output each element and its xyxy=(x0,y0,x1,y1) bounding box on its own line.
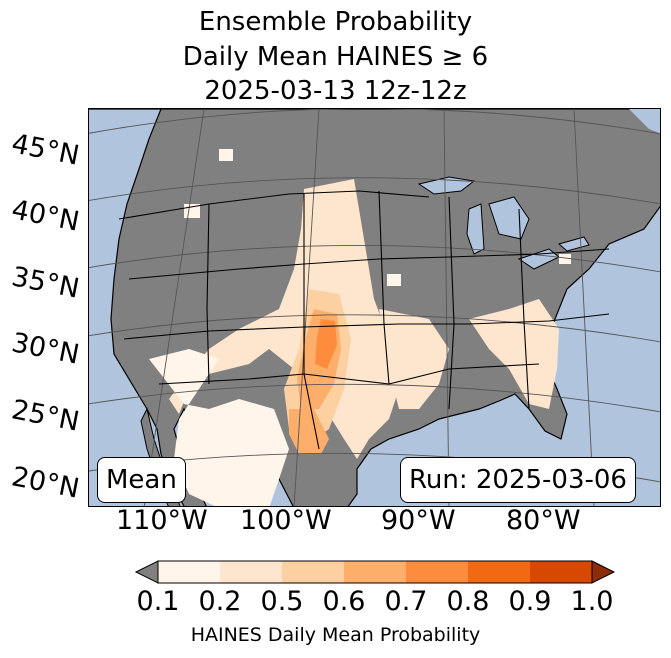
colorbar-over-arrow xyxy=(591,560,616,584)
lon-label-80: 80°W xyxy=(506,505,581,536)
stat-label-box: Mean xyxy=(97,457,186,503)
lon-label-90: 90°W xyxy=(381,505,456,536)
map-canvas xyxy=(89,109,660,506)
map-panel xyxy=(88,108,661,507)
state-borders xyxy=(118,190,610,450)
colorbar-bin xyxy=(344,561,407,583)
colorbar-bin xyxy=(220,561,283,583)
great-lakes xyxy=(417,176,590,270)
lat-label-45: 45°N xyxy=(9,128,82,172)
colorbar-tick-label: 0.9 xyxy=(508,586,552,617)
lat-label-35: 35°N xyxy=(9,261,82,305)
colorbar-tick-label: 0.2 xyxy=(198,586,242,617)
colorbar xyxy=(134,560,616,584)
colorbar-tick-label: 0.1 xyxy=(136,586,180,617)
lon-label-110: 110°W xyxy=(116,505,208,536)
colorbar-bins xyxy=(158,561,593,583)
colorbar-bin xyxy=(158,561,221,583)
lat-label-25: 25°N xyxy=(9,394,82,438)
graticule-lines xyxy=(89,109,660,506)
colorbar-outline xyxy=(157,560,593,584)
colorbar-tick-label: 0.8 xyxy=(446,586,490,617)
colorbar-bin xyxy=(406,561,469,583)
run-label-box: Run: 2025-03-06 xyxy=(400,457,636,503)
title-line-2: Daily Mean HAINES ≥ 6 xyxy=(182,42,489,72)
lat-label-40: 40°N xyxy=(9,194,82,238)
lat-label-30: 30°N xyxy=(9,327,82,371)
colorbar-tick-label: 1.0 xyxy=(570,586,614,617)
colorbar-tick-label: 0.6 xyxy=(322,586,366,617)
hudson-bay-edge xyxy=(629,109,660,134)
title-line-3: 2025-03-13 12z-12z xyxy=(204,76,467,106)
colorbar-under-arrow xyxy=(134,560,159,584)
lat-label-20: 20°N xyxy=(9,461,82,505)
colorbar-bin xyxy=(530,561,593,583)
colorbar-bin xyxy=(468,561,531,583)
colorbar-bin xyxy=(282,561,345,583)
title-line-1: Ensemble Probability xyxy=(198,7,473,37)
colorbar-tick-label: 0.7 xyxy=(384,586,428,617)
colorbar-tick-label: 0.5 xyxy=(260,586,304,617)
colorbar-label: HAINES Daily Mean Probability xyxy=(190,624,481,646)
baja-peninsula xyxy=(140,407,181,506)
lon-label-100: 100°W xyxy=(240,505,332,536)
